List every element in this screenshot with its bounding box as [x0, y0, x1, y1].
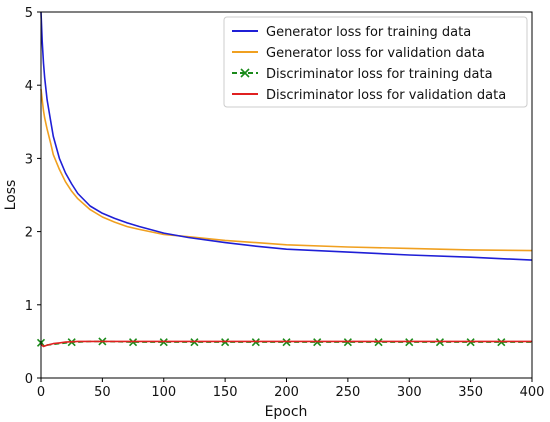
legend-marker — [240, 68, 250, 78]
y-tick-label: 3 — [25, 152, 33, 167]
x-tick-label: 50 — [94, 385, 111, 400]
y-tick-label: 5 — [25, 6, 33, 21]
y-tick-label: 4 — [25, 79, 33, 94]
series-layer — [36, 11, 533, 348]
y-tick-label: 2 — [25, 226, 33, 241]
x-tick-label: 250 — [335, 385, 360, 400]
legend-item: Discriminator loss for training data — [232, 67, 493, 82]
y-axis: 0 1 2 3 4 5 — [25, 6, 41, 387]
x-tick-label: 100 — [151, 385, 176, 400]
series-line — [40, 340, 532, 348]
legend-item: Discriminator loss for validation data — [232, 88, 506, 103]
x-tick-label: 0 — [37, 385, 45, 400]
legend: Generator loss for training data Generato… — [223, 16, 528, 108]
legend-label: Discriminator loss for training data — [266, 67, 493, 82]
legend-label: Generator loss for training data — [266, 25, 471, 40]
legend-item: Generator loss for training data — [232, 25, 471, 40]
x-tick-label: 200 — [274, 385, 299, 400]
series-line — [40, 11, 533, 261]
x-tick-label: 300 — [397, 385, 422, 400]
x-tick-label: 400 — [520, 385, 545, 400]
y-tick-label: 1 — [25, 299, 33, 314]
y-tick-label: 0 — [25, 372, 33, 387]
y-axis-label: Loss — [3, 180, 19, 211]
x-axis-label: Epoch — [265, 404, 308, 420]
legend-box — [223, 16, 528, 108]
legend-label: Discriminator loss for validation data — [266, 88, 506, 103]
x-tick-label: 350 — [458, 385, 483, 400]
x-axis: 0 50 100 150 200 250 300 350 400 — [37, 378, 545, 400]
legend-label: Generator loss for validation data — [266, 46, 485, 61]
legend-item: Generator loss for validation data — [232, 46, 485, 61]
series-line — [40, 88, 533, 252]
x-tick-label: 150 — [213, 385, 238, 400]
